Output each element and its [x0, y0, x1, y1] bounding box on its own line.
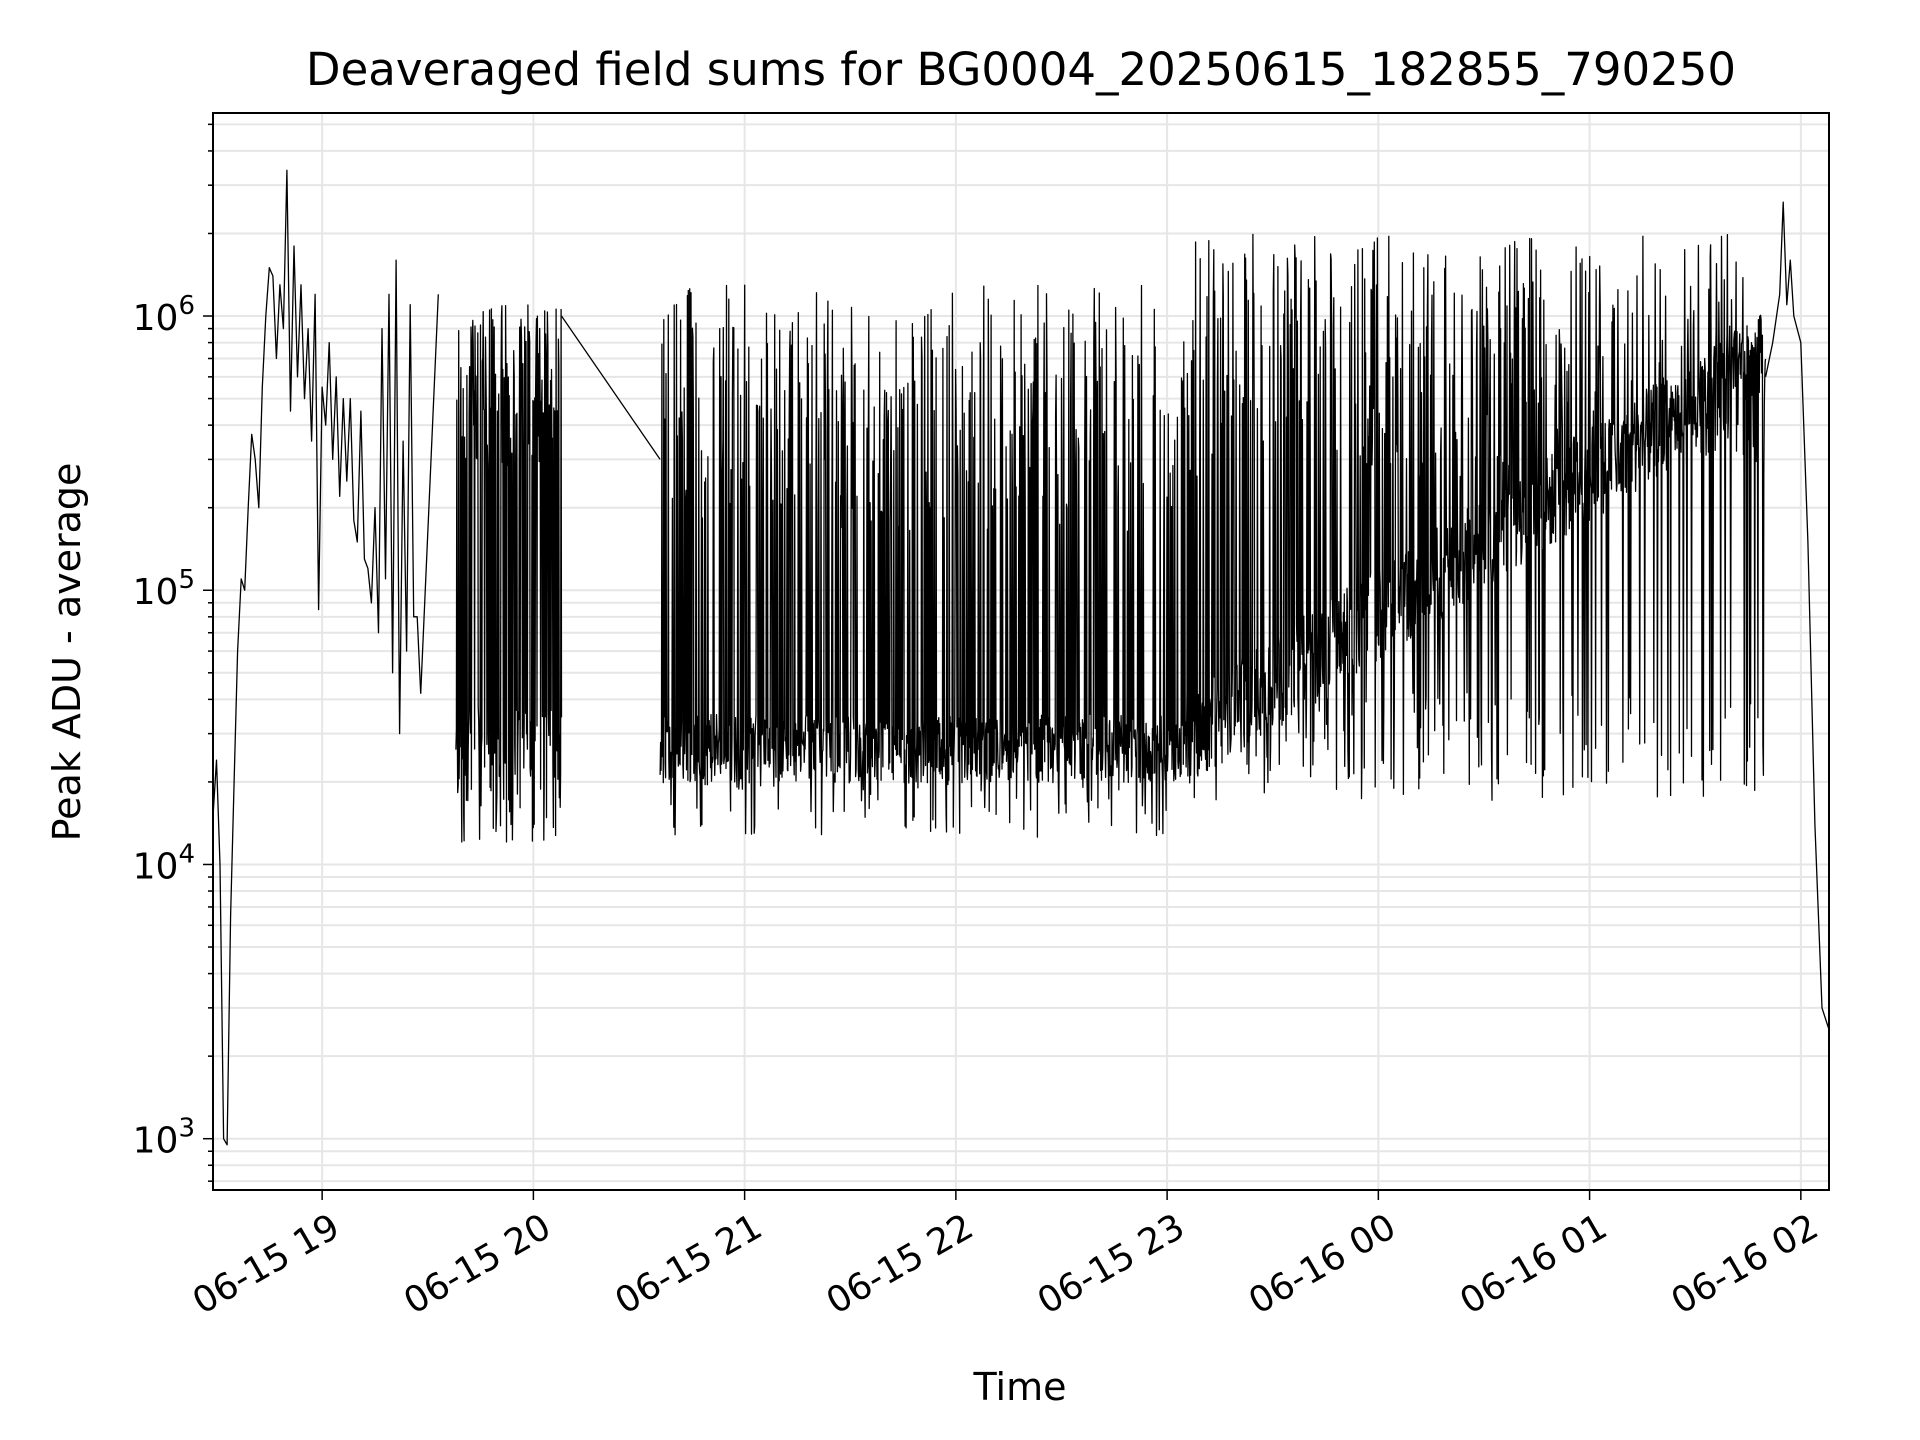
y-axis-label: Peak ADU - average — [45, 463, 89, 842]
series-line-segment — [1764, 201, 1830, 1030]
y-tick-label: 106 — [133, 291, 195, 339]
data-layer — [212, 169, 1830, 1146]
series-line-segment — [560, 315, 661, 460]
chart-title: Deaveraged field sums for BG0004_2025061… — [306, 43, 1736, 96]
series-line-segment — [1184, 233, 1767, 801]
series-line-segment — [659, 284, 1186, 838]
x-axis-label: Time — [973, 1365, 1067, 1409]
y-tick-label: 105 — [133, 565, 195, 613]
series-line-segment — [455, 304, 563, 843]
y-tick-label: 103 — [133, 1114, 195, 1162]
series-line-segment — [420, 294, 439, 694]
y-tick-label: 104 — [133, 839, 195, 887]
series-line-segment — [212, 169, 422, 1146]
